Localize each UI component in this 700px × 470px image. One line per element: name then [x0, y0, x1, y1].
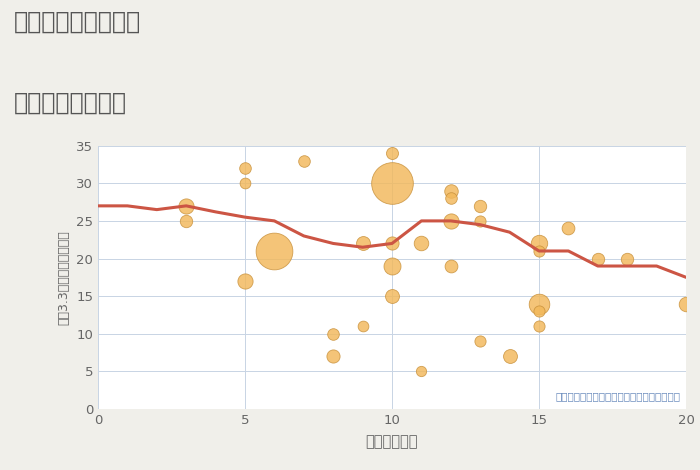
Point — [386, 149, 398, 157]
Point — [386, 292, 398, 300]
Point — [416, 368, 427, 375]
Text: 円の大きさは、取引のあった物件面積を示す: 円の大きさは、取引のあった物件面積を示す — [555, 391, 680, 401]
Point — [475, 337, 486, 345]
Point — [328, 352, 339, 360]
Y-axis label: 坪（3.3㎡）単価（万円）: 坪（3.3㎡）単価（万円） — [57, 230, 71, 325]
Point — [622, 255, 633, 262]
Point — [328, 330, 339, 337]
Point — [592, 255, 603, 262]
Point — [386, 180, 398, 187]
Point — [533, 307, 545, 315]
Point — [357, 240, 368, 247]
Point — [563, 225, 574, 232]
Point — [533, 247, 545, 255]
Point — [181, 217, 192, 225]
Text: 駅距離別土地価格: 駅距離別土地価格 — [14, 91, 127, 115]
Point — [239, 164, 251, 172]
Point — [239, 277, 251, 285]
Point — [269, 247, 280, 255]
Point — [357, 322, 368, 330]
Text: 奈良県奈良市六条の: 奈良県奈良市六条の — [14, 9, 141, 33]
Point — [239, 180, 251, 187]
Point — [533, 300, 545, 307]
Point — [445, 262, 456, 270]
Point — [533, 322, 545, 330]
Point — [386, 262, 398, 270]
Point — [298, 157, 309, 164]
Point — [445, 217, 456, 225]
Point — [386, 240, 398, 247]
X-axis label: 駅距離（分）: 駅距離（分） — [365, 434, 419, 449]
Point — [416, 240, 427, 247]
Point — [475, 217, 486, 225]
Point — [445, 195, 456, 202]
Point — [181, 202, 192, 210]
Point — [475, 202, 486, 210]
Point — [504, 352, 515, 360]
Point — [533, 240, 545, 247]
Point — [445, 187, 456, 195]
Point — [680, 300, 692, 307]
